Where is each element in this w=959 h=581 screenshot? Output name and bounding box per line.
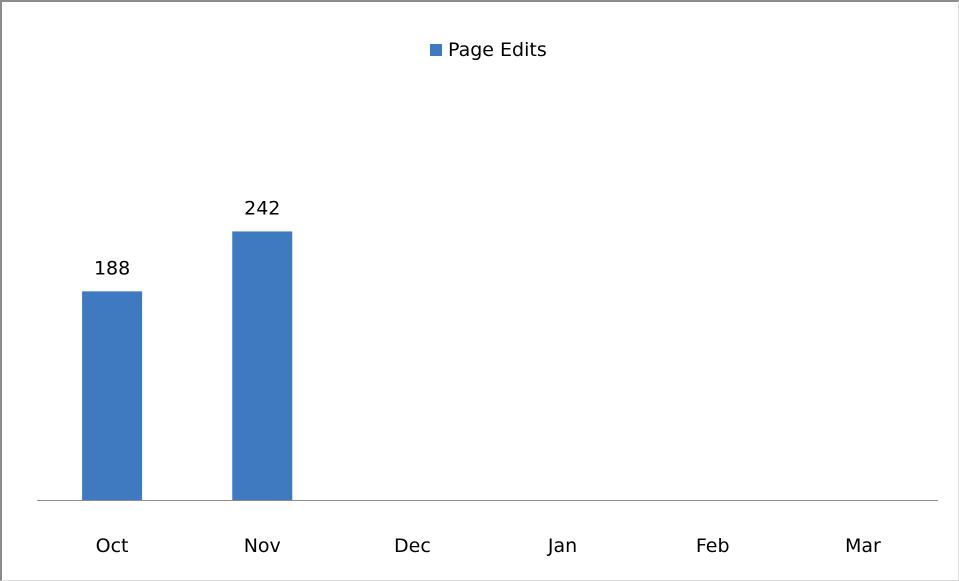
data-label-nov: 242	[244, 197, 280, 219]
x-tick-label-dec: Dec	[394, 535, 431, 557]
x-tick-label-feb: Feb	[696, 535, 730, 557]
x-tick-label-nov: Nov	[244, 535, 281, 557]
x-tick-label-mar: Mar	[845, 535, 881, 557]
bar-nov	[232, 231, 293, 500]
x-tick-label-jan: Jan	[547, 535, 577, 557]
x-tick-label-oct: Oct	[96, 535, 129, 557]
data-label-oct: 188	[94, 257, 130, 279]
legend: Page Edits	[430, 38, 547, 62]
legend-swatch	[430, 44, 442, 56]
bar-oct	[82, 291, 143, 500]
legend-label: Page Edits	[448, 39, 547, 61]
